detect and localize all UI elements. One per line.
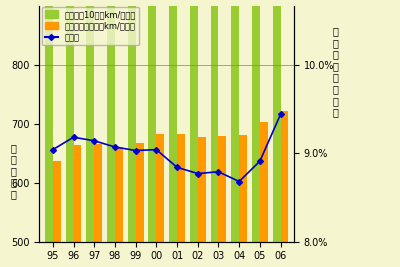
Bar (218, 136, 226, 267)
Line: 利用率: 利用率 (51, 112, 283, 184)
Legend: 全道路（10億台km/年度）, 高速道路　（億台km/年度）, 利用率: 全道路（10億台km/年度）, 高速道路 （億台km/年度）, 利用率 (42, 7, 139, 45)
Bar (281, 111, 288, 267)
利用率 (133, 149, 138, 152)
Bar (169, 82, 177, 267)
利用率 (154, 148, 159, 151)
Bar (115, 147, 123, 267)
Y-axis label: 走
行
台
キ
ロ: 走 行 台 キ ロ (10, 143, 16, 199)
利用率 (112, 145, 117, 148)
Bar (231, 74, 239, 267)
Bar (128, 0, 136, 242)
Bar (177, 134, 185, 267)
利用率 (50, 148, 55, 151)
Bar (239, 135, 247, 267)
Bar (260, 123, 268, 267)
Bar (136, 143, 144, 267)
Bar (231, 0, 239, 242)
Bar (74, 146, 81, 267)
Bar (252, 0, 260, 242)
利用率 (195, 172, 200, 175)
Bar (211, 0, 218, 242)
Bar (128, 95, 136, 267)
Bar (211, 81, 218, 267)
Bar (252, 82, 260, 267)
Bar (107, 0, 115, 242)
Bar (156, 134, 164, 267)
Bar (53, 162, 61, 267)
Bar (273, 85, 281, 267)
Bar (190, 82, 198, 267)
Bar (66, 0, 74, 242)
利用率 (258, 160, 262, 163)
Bar (86, 0, 94, 242)
Bar (148, 0, 156, 242)
Bar (148, 90, 156, 267)
Bar (273, 0, 281, 242)
利用率 (216, 170, 221, 173)
Bar (190, 0, 198, 242)
利用率 (278, 113, 283, 116)
利用率 (92, 139, 97, 142)
Bar (66, 111, 74, 267)
Bar (198, 137, 206, 267)
Bar (45, 122, 53, 267)
Y-axis label: 高
速
道
路
の
利
用
率: 高 速 道 路 の 利 用 率 (332, 26, 338, 117)
利用率 (71, 136, 76, 139)
利用率 (175, 166, 180, 169)
Bar (45, 0, 53, 242)
Bar (86, 108, 94, 267)
Bar (107, 108, 115, 267)
利用率 (237, 180, 242, 183)
Bar (169, 0, 177, 242)
Bar (94, 144, 102, 267)
